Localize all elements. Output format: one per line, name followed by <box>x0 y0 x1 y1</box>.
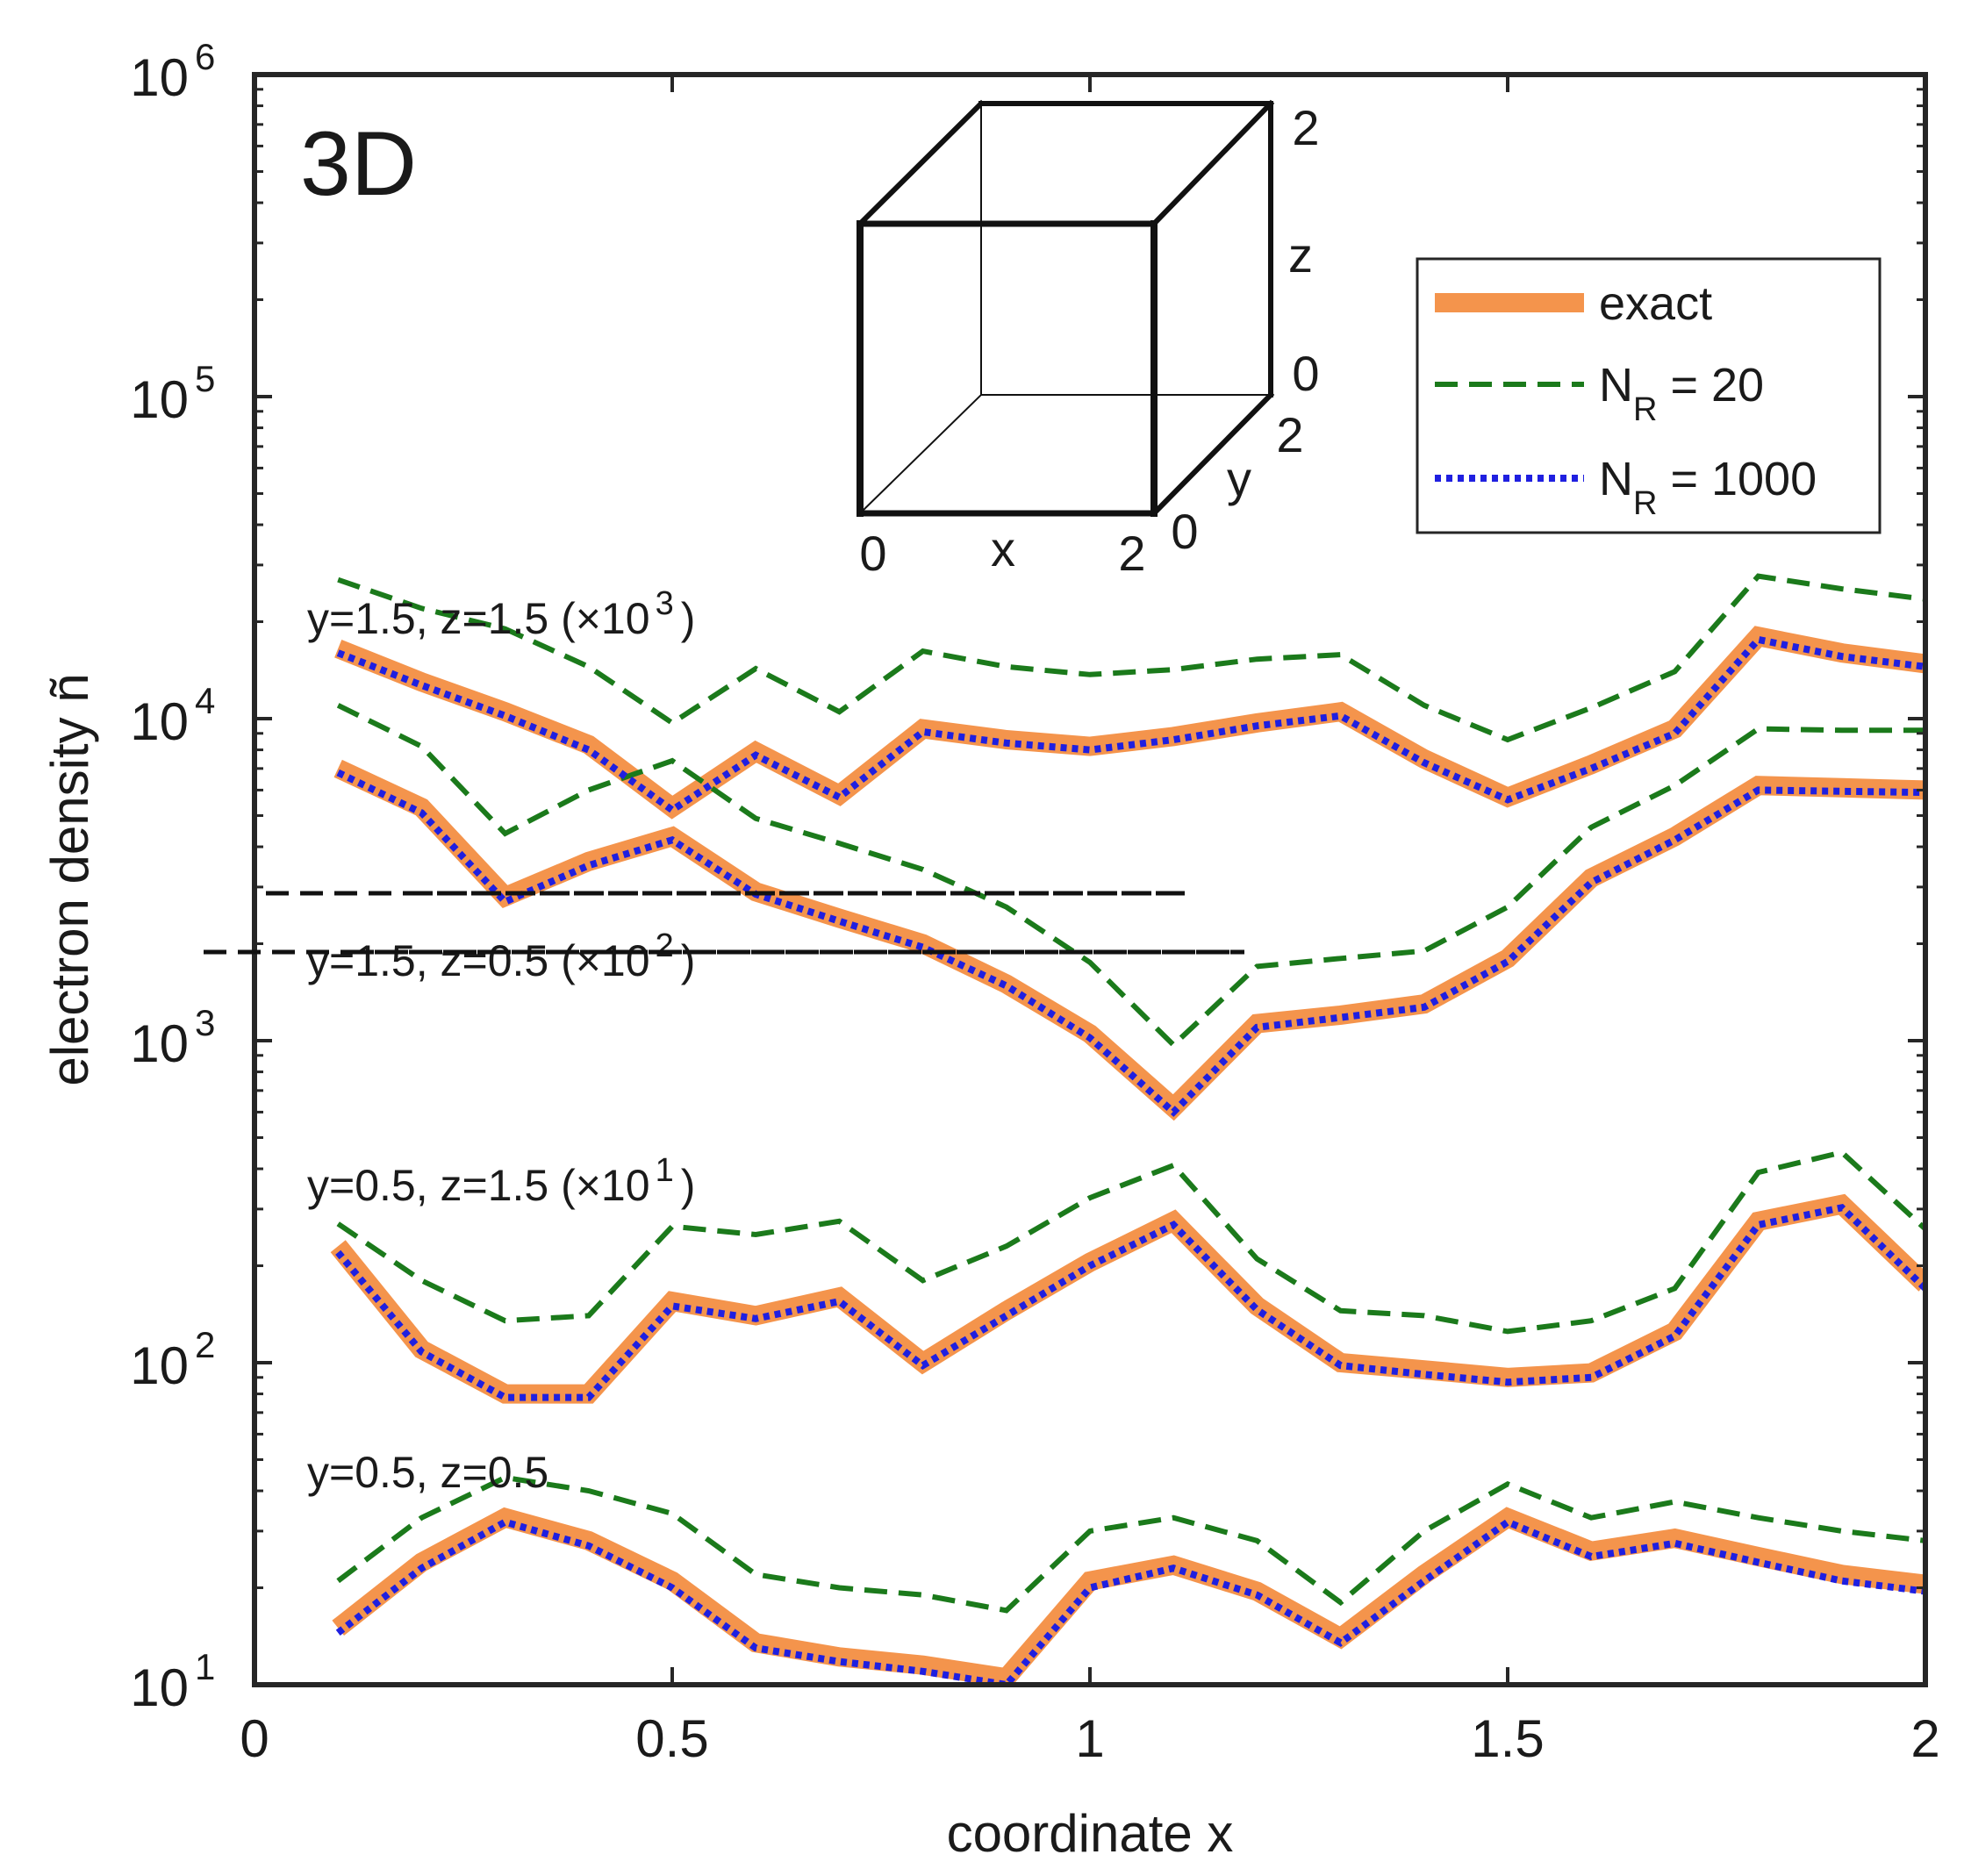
inset-y-min-label: 0 <box>1171 504 1198 559</box>
series-line-group4-exact <box>332 1507 1925 1685</box>
series-layer <box>330 573 1925 1685</box>
series-line-group3-nr20 <box>336 1149 1925 1335</box>
y-tick-label: 10 <box>130 370 189 429</box>
group-label-4: y=0.5, z=0.5 <box>307 1448 548 1497</box>
y-axis-title: electron density ñ <box>40 673 99 1085</box>
y-tick-exponent: 3 <box>195 1002 215 1043</box>
group-label-1: y=1.5, z=1.5 (×10 3) <box>307 585 695 643</box>
series-line-group1-nr1000 <box>336 635 1925 815</box>
series-line-group2-nr1000 <box>336 769 1925 1117</box>
inset-y-axis-label: y <box>1227 451 1251 506</box>
inset-z-axis-label: z <box>1288 227 1313 283</box>
inset-z-max-label: 2 <box>1292 100 1319 155</box>
panel-label: 3D <box>300 113 417 215</box>
series-line-group1-nr20 <box>337 573 1925 743</box>
inset-cube-edge <box>858 393 983 515</box>
inset-y-max-label: 2 <box>1276 407 1303 462</box>
x-axis-title: coordinate x <box>947 1804 1234 1863</box>
x-tick-label: 2 <box>1910 1709 1939 1768</box>
series-line-group2-nr20 <box>336 703 1925 1049</box>
x-tick-label: 1 <box>1075 1709 1104 1768</box>
legend-label-1: exact <box>1599 277 1712 330</box>
x-tick-label: 1.5 <box>1471 1709 1544 1768</box>
y-tick-label: 10 <box>130 48 189 107</box>
y-tick-label: 10 <box>130 1658 189 1717</box>
y-tick-label: 10 <box>130 1336 189 1395</box>
x-tick-label: 0.5 <box>635 1709 708 1768</box>
inset-cube-edge <box>1150 390 1275 518</box>
inset-cube-edge <box>856 99 986 228</box>
y-tick-exponent: 6 <box>195 36 215 77</box>
group-label-2: y=1.5, z=0.5 (×10 2) <box>307 927 695 985</box>
inset-x-min-label: 0 <box>859 526 886 581</box>
y-tick-exponent: 4 <box>195 680 215 721</box>
legend-layer: exact NR = 20 NR = 1000 <box>1416 257 1882 534</box>
legend-label-2: NR = 20 <box>1599 359 1764 428</box>
inset-x-max-label: 2 <box>1118 526 1145 581</box>
y-tick-label: 10 <box>130 1014 189 1073</box>
y-tick-exponent: 2 <box>195 1324 215 1365</box>
inset-z-min-label: 0 <box>1292 346 1319 401</box>
y-tick-exponent: 5 <box>195 358 215 399</box>
inset-x-axis-label: x <box>991 521 1015 576</box>
group-label-3: y=0.5, z=1.5 (×10 1) <box>307 1152 695 1210</box>
label-layer: 3D y=1.5, z=1.5 (×10 3) y=1.5, z=0.5 (×10 2)… <box>300 113 695 1497</box>
inset-cube-edge <box>1150 99 1275 228</box>
series-line-group3-nr1000 <box>335 1203 1925 1401</box>
y-tick-label: 10 <box>130 692 189 751</box>
legend-label-3: NR = 1000 <box>1599 453 1817 522</box>
series-line-group4-nr20 <box>336 1474 1925 1614</box>
y-tick-exponent: 1 <box>195 1646 215 1687</box>
x-tick-label: 0 <box>240 1709 269 1768</box>
series-line-group2-exact <box>333 759 1925 1121</box>
